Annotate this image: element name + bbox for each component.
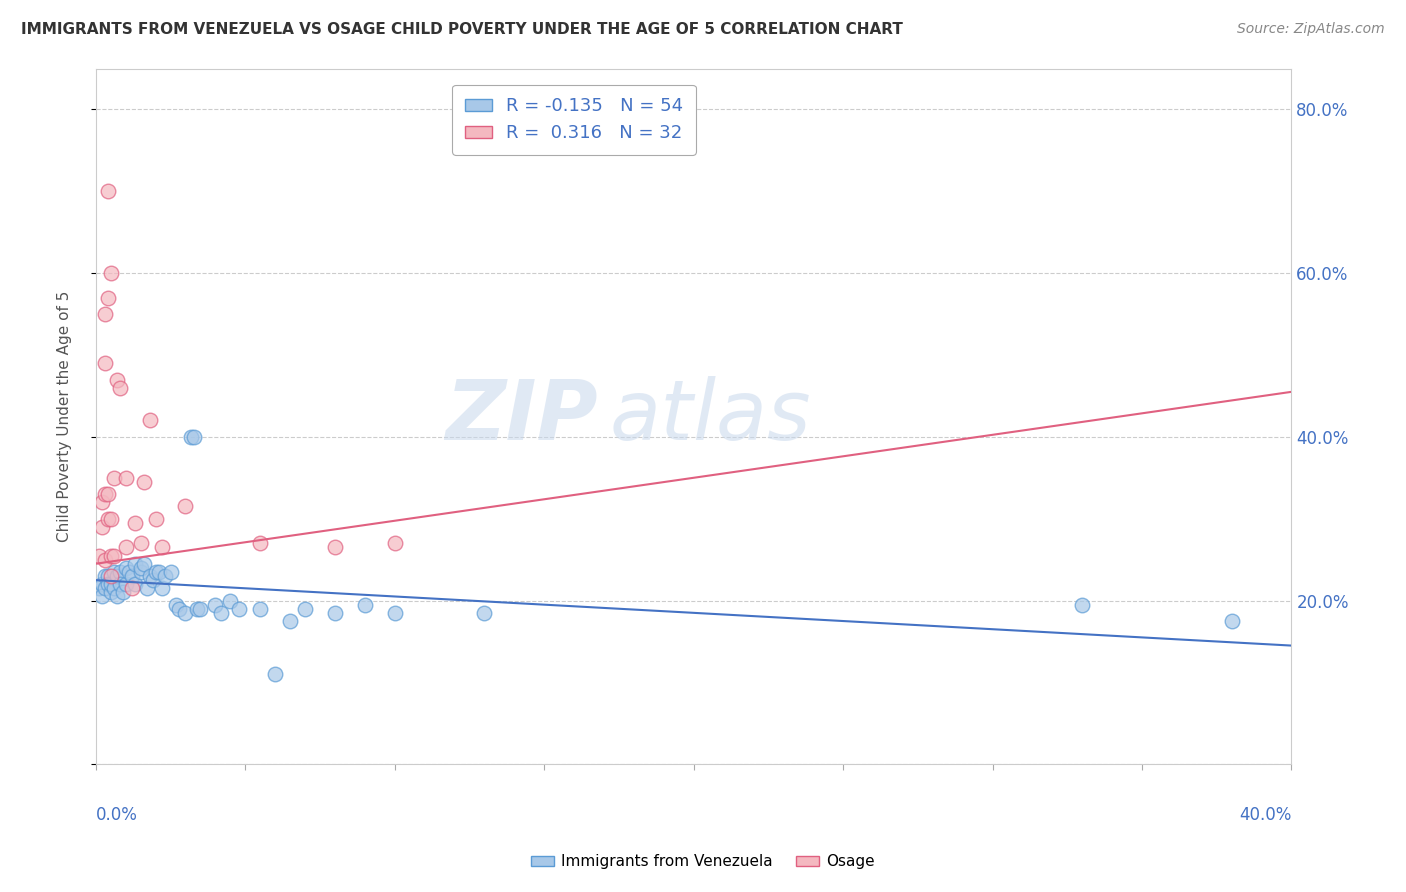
Point [129,536,152,550]
Point [97,291,120,305]
Point [100,577,122,591]
Text: atlas: atlas [610,376,811,457]
Point [249,536,271,550]
Y-axis label: Child Poverty Under the Age of 5: Child Poverty Under the Age of 5 [58,291,72,542]
Point [135,582,157,596]
Point [114,577,136,591]
Text: 0.0%: 0.0% [96,806,138,824]
Point [145,512,167,526]
Point [124,557,146,571]
Point [159,565,181,579]
Point [94,582,117,596]
Point [90,577,112,591]
Point [124,516,146,530]
Point [323,606,346,620]
Point [129,565,152,579]
Point [1071,598,1094,612]
Point [190,601,212,615]
Point [103,565,125,579]
Point [148,565,170,579]
Point [228,601,250,615]
Point [132,475,155,489]
Point [100,266,122,280]
Point [166,598,188,612]
Point [124,577,146,591]
Point [94,307,117,321]
Point [111,585,134,599]
Text: IMMIGRANTS FROM VENEZUELA VS OSAGE CHILD POVERTY UNDER THE AGE OF 5 CORRELATION : IMMIGRANTS FROM VENEZUELA VS OSAGE CHILD… [21,22,903,37]
Legend: R = -0.135   N = 54, R =  0.316   N = 32: R = -0.135 N = 54, R = 0.316 N = 32 [453,85,696,155]
Point [94,552,117,566]
Point [94,487,117,501]
Point [204,598,226,612]
Point [94,569,117,583]
Text: 40.0%: 40.0% [1239,806,1292,824]
Point [153,569,176,583]
Point [118,565,141,579]
Point [90,495,112,509]
Point [150,582,173,596]
Point [97,487,120,501]
Point [100,549,122,563]
Point [94,356,117,370]
Point [294,601,316,615]
Point [264,667,287,681]
Text: Source: ZipAtlas.com: Source: ZipAtlas.com [1237,22,1385,37]
Point [97,184,120,198]
Point [353,598,375,612]
Point [103,471,125,485]
Point [108,381,131,395]
Point [278,614,301,628]
Point [105,569,128,583]
Point [150,541,173,555]
Point [121,582,143,596]
Point [114,561,136,575]
Point [100,512,122,526]
Point [138,569,160,583]
Point [100,569,122,583]
Point [1220,614,1243,628]
Point [186,601,208,615]
Point [114,471,136,485]
Point [174,606,197,620]
Point [474,606,496,620]
Point [145,565,167,579]
Point [323,541,346,555]
Point [114,541,136,555]
Point [174,500,197,514]
Point [90,590,112,604]
Point [121,569,143,583]
Point [105,590,128,604]
Point [219,593,242,607]
Point [209,606,232,620]
Point [384,536,406,550]
Point [87,549,110,563]
Point [97,569,120,583]
Point [108,577,131,591]
Text: ZIP: ZIP [446,376,598,457]
Point [142,573,165,587]
Point [129,561,152,575]
Point [249,601,271,615]
Point [183,430,205,444]
Point [105,373,128,387]
Point [97,512,120,526]
Point [138,413,160,427]
Point [103,549,125,563]
Point [87,582,110,596]
Point [169,601,191,615]
Point [384,606,406,620]
Point [103,582,125,596]
Legend: Immigrants from Venezuela, Osage: Immigrants from Venezuela, Osage [524,848,882,875]
Point [100,585,122,599]
Point [180,430,202,444]
Point [97,577,120,591]
Point [90,520,112,534]
Point [108,565,131,579]
Point [132,557,155,571]
